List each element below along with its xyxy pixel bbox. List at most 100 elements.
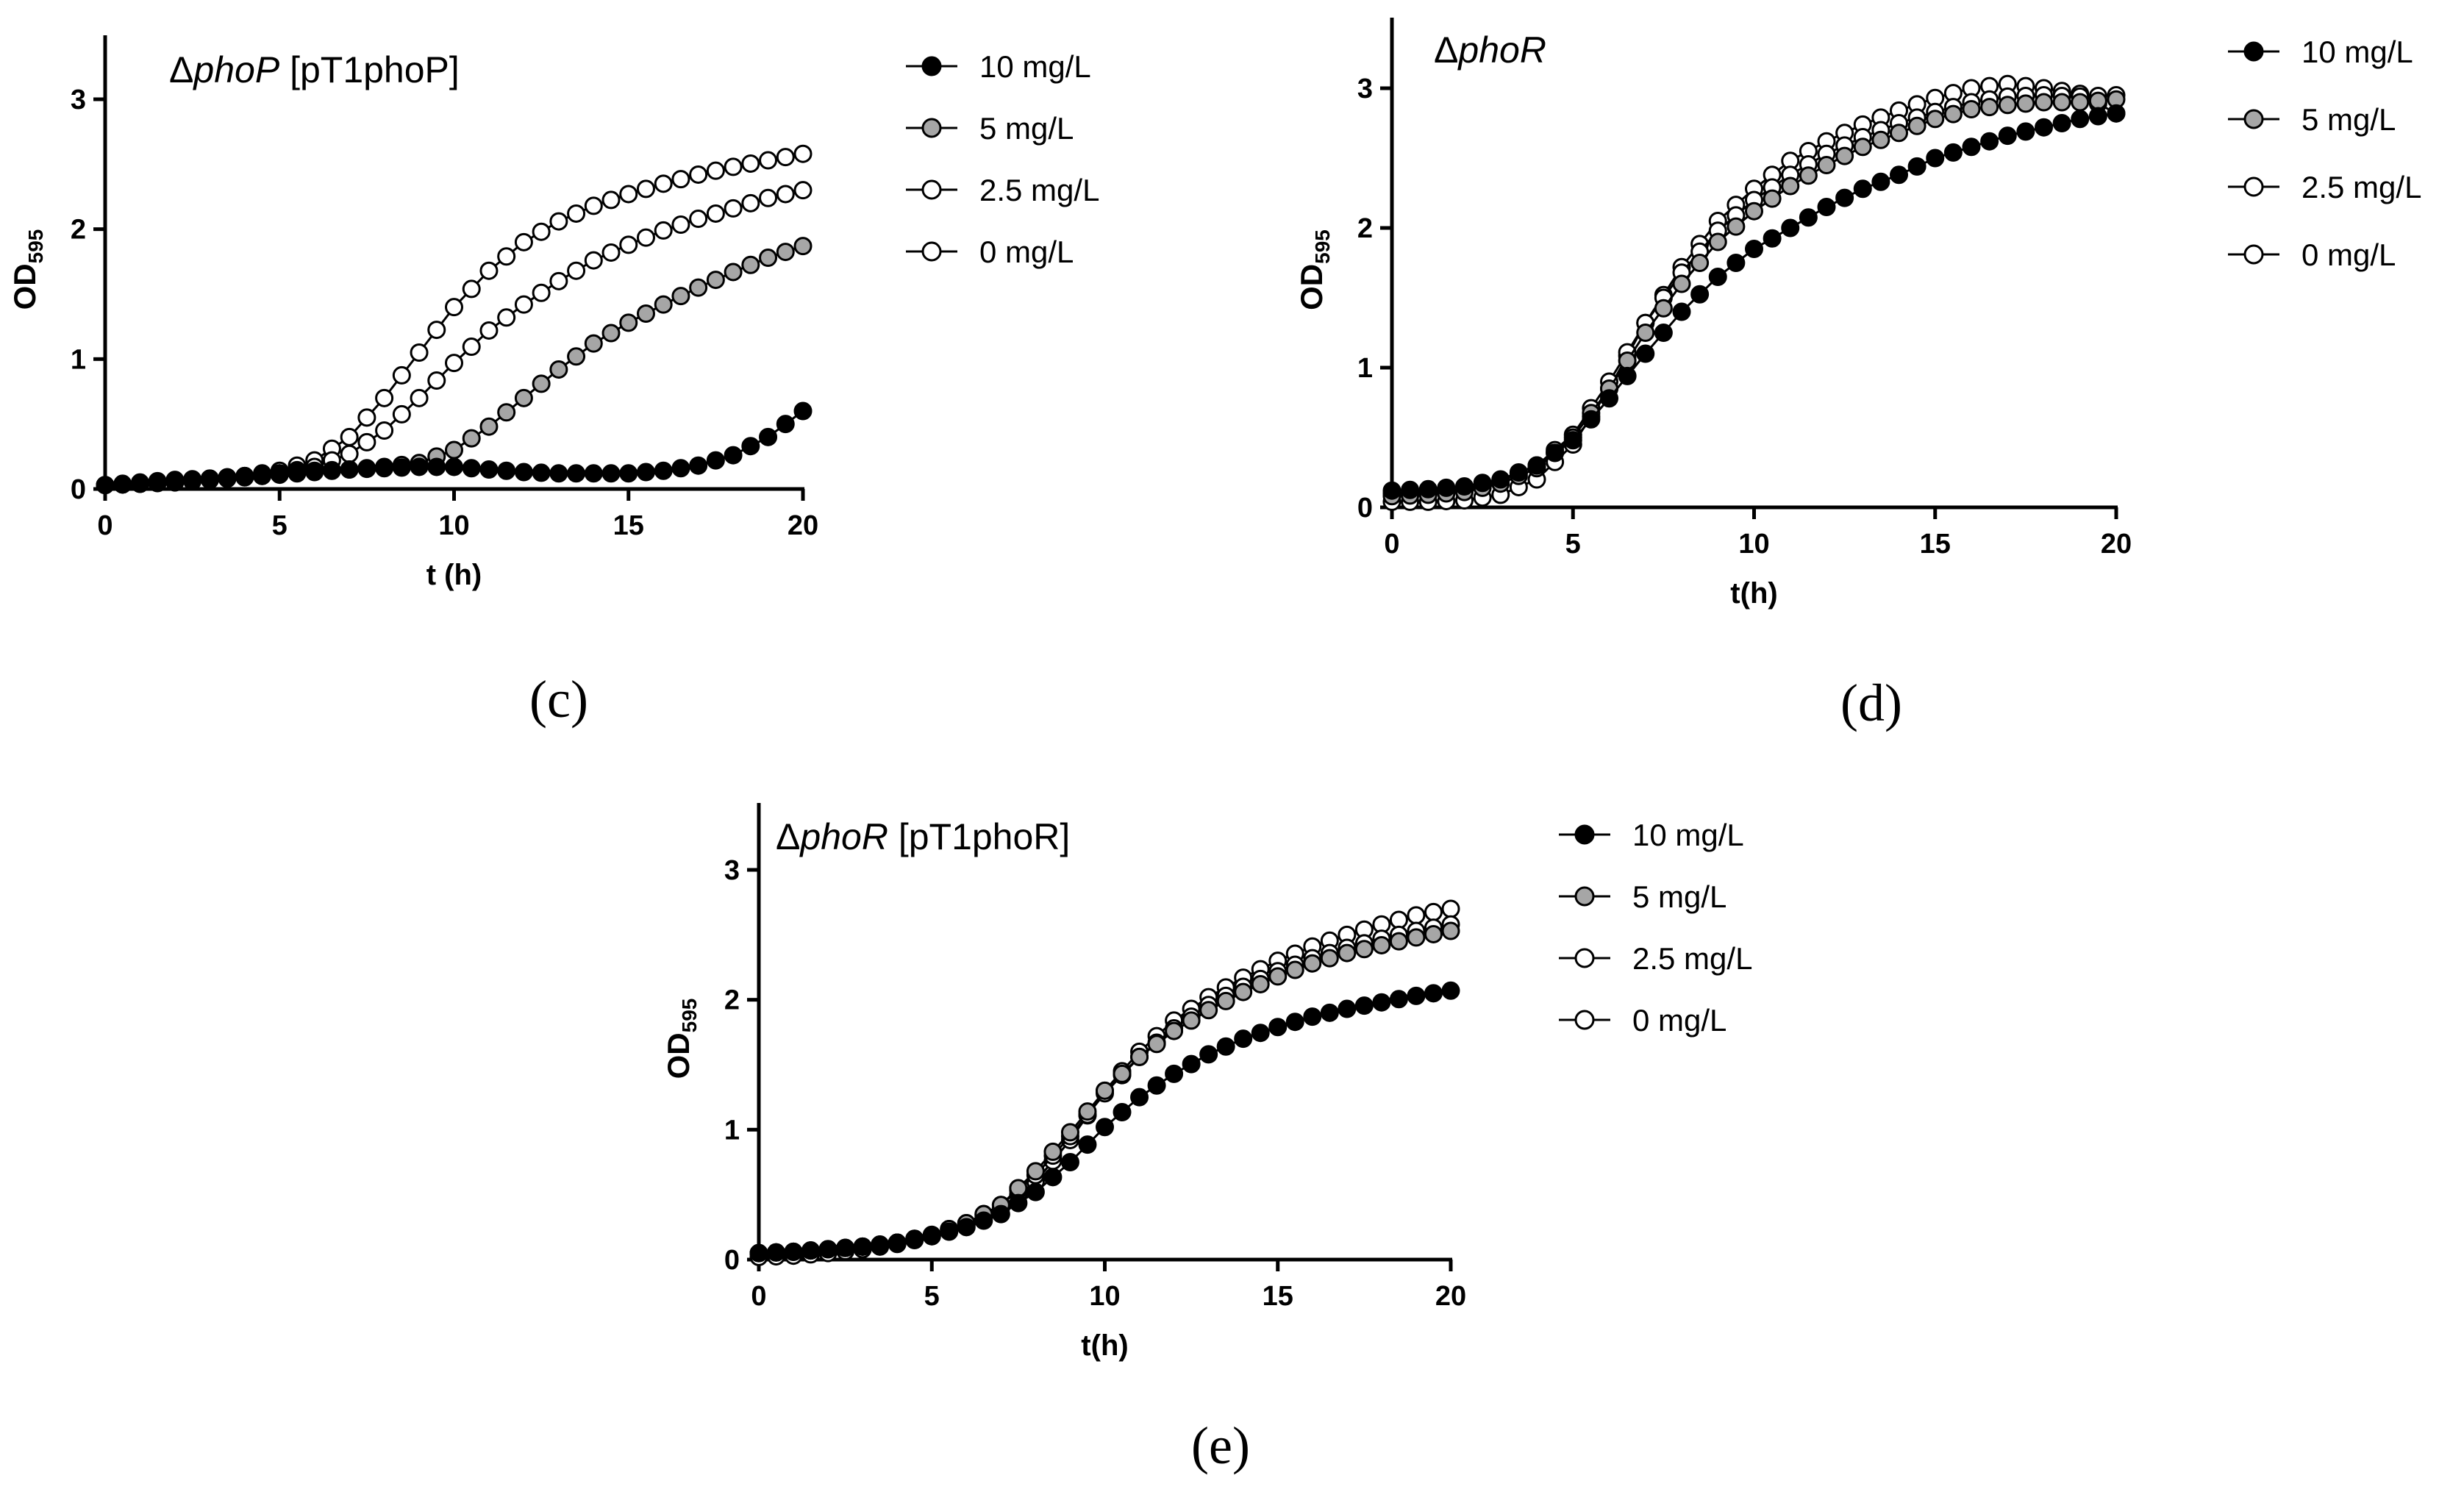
legend-item: 0 mg/L	[906, 235, 1074, 269]
data-point	[1199, 1045, 1218, 1064]
data-point	[410, 388, 429, 407]
data-point	[584, 196, 603, 215]
legend-marker	[1574, 1010, 1595, 1030]
data-point	[1835, 188, 1854, 207]
data-point	[1096, 1118, 1114, 1137]
data-point	[1441, 899, 1460, 918]
legend-label: 0 mg/L	[2301, 238, 2396, 272]
y-tick-label: 0	[1357, 493, 1373, 524]
series-line	[104, 152, 804, 487]
data-point	[957, 1218, 976, 1237]
data-point	[1382, 481, 1401, 500]
data-point	[1407, 986, 1426, 1005]
data-point	[654, 221, 673, 240]
data-point	[1926, 149, 1945, 168]
data-point	[445, 298, 463, 317]
data-point	[1418, 479, 1438, 499]
y-axis-label-sub: 595	[24, 229, 47, 264]
x-tick-label: 15	[1263, 1281, 1293, 1312]
legend-item: 5 mg/L	[906, 111, 1074, 146]
data-point	[741, 437, 760, 456]
legend-marker	[2243, 109, 2264, 129]
data-point	[601, 243, 621, 262]
y-axis-label-main: OD	[7, 263, 42, 310]
data-point	[741, 154, 760, 173]
legend-marker	[2243, 41, 2264, 62]
series-5-mg-l	[749, 921, 1460, 1263]
data-point	[567, 261, 586, 280]
data-point	[1401, 480, 1420, 499]
legend-item: 10 mg/L	[906, 49, 1091, 84]
panel-title-plasmid: [pT1phoP]	[279, 49, 460, 90]
data-point	[1303, 1007, 1322, 1026]
legend-item: 2.5 mg/L	[2228, 170, 2421, 204]
data-point	[375, 421, 394, 440]
legend-item: 2.5 mg/L	[1559, 941, 1752, 976]
legend-label: 5 mg/L	[2301, 102, 2396, 137]
data-point	[1078, 1135, 1097, 1154]
x-tick-label: 10	[1738, 529, 1769, 560]
data-point	[1781, 218, 1800, 238]
data-point	[1060, 1123, 1079, 1142]
data-point	[776, 415, 795, 434]
data-point	[759, 188, 778, 207]
legend-item: 0 mg/L	[2228, 238, 2396, 272]
data-point	[340, 427, 359, 446]
data-point	[497, 247, 516, 266]
data-point	[2088, 107, 2107, 126]
data-point	[1165, 1021, 1184, 1040]
data-point	[749, 1243, 768, 1263]
legend-marker	[1574, 886, 1595, 907]
data-point	[514, 388, 533, 407]
data-point	[1147, 1035, 1166, 1054]
data-point	[497, 308, 516, 327]
data-point	[759, 249, 778, 268]
data-point	[724, 446, 743, 465]
data-point	[1338, 943, 1357, 963]
y-tick-label: 3	[1357, 74, 1373, 104]
data-point	[1182, 1011, 1201, 1030]
data-point	[601, 464, 621, 483]
data-point	[654, 174, 673, 193]
data-point	[567, 347, 586, 366]
series-10-mg-l	[1382, 104, 2126, 500]
data-point	[549, 464, 568, 483]
data-point	[1890, 124, 1908, 143]
data-point	[1546, 443, 1565, 463]
legend-label: 5 mg/L	[1632, 879, 1726, 914]
data-point	[759, 151, 778, 170]
data-point	[1600, 389, 1618, 408]
legend-label: 0 mg/L	[979, 235, 1074, 269]
legend-label: 2.5 mg/L	[979, 173, 1099, 207]
data-point	[1441, 981, 1460, 1000]
data-point	[1491, 470, 1510, 489]
series-line	[1391, 112, 2117, 492]
y-tick-label: 2	[71, 215, 86, 246]
legend-item: 0 mg/L	[1559, 1003, 1726, 1038]
data-point	[1338, 999, 1357, 1018]
data-point	[1234, 982, 1253, 1001]
data-point	[1817, 198, 1836, 216]
legend-item: 10 mg/L	[2228, 35, 2413, 69]
data-point	[619, 235, 638, 254]
y-tick-label: 1	[1357, 353, 1373, 384]
data-point	[776, 185, 795, 204]
legend-item: 5 mg/L	[1559, 879, 1726, 914]
data-point	[445, 354, 463, 373]
data-point	[1078, 1102, 1097, 1121]
data-point	[776, 243, 795, 262]
x-tick-label: 20	[788, 510, 818, 541]
data-point	[689, 210, 708, 229]
panel-title-delta: Δ	[1434, 29, 1458, 71]
series-line	[1391, 98, 2117, 498]
panel-title-gene: phoP	[192, 49, 279, 90]
legend-label: 2.5 mg/L	[1632, 941, 1752, 976]
data-point	[532, 463, 551, 482]
data-point	[497, 403, 516, 422]
data-point	[767, 1243, 786, 1262]
series-2-5-mg-l	[1382, 86, 2126, 503]
data-point	[1009, 1179, 1028, 1198]
data-point	[1509, 463, 1528, 482]
data-point	[270, 464, 289, 483]
